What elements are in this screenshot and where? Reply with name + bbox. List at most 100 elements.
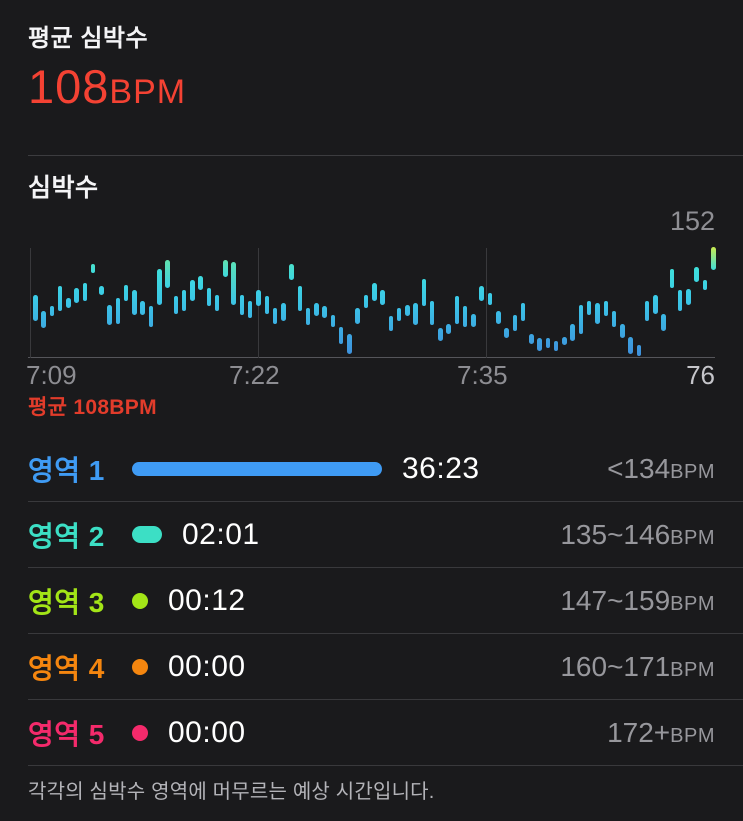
- chart-bar: [347, 333, 352, 355]
- chart-bar: [173, 296, 179, 314]
- chart-bar: [380, 290, 385, 305]
- chart-y-max-label: 152: [669, 206, 715, 236]
- zone-bpm-range-value: 172+: [607, 716, 671, 748]
- chart-bar: [545, 338, 551, 349]
- chart-bar: [231, 261, 236, 305]
- chart-bar: [711, 247, 716, 271]
- average-heart-rate-unit: BPM: [109, 73, 187, 111]
- chart-bar: [74, 287, 79, 304]
- chart-bar: [595, 303, 600, 324]
- zone-name: 영역 3: [28, 586, 105, 618]
- chart-bar: [239, 294, 245, 316]
- zone-duration-bar-indicator: [132, 461, 382, 476]
- chart-bar: [165, 260, 170, 288]
- chart-bar: [223, 260, 228, 278]
- chart-bar: [305, 307, 311, 326]
- zone-bpm-range-value: 160~171: [560, 650, 671, 682]
- zone-bpm-range-value: 147~159: [560, 584, 671, 616]
- chart-bar: [562, 336, 567, 346]
- zone-name: 영역 5: [28, 718, 105, 750]
- zone-duration-dot-indicator: [132, 724, 148, 741]
- zone-row-5: 영역 5 00:00 172+BPM: [28, 700, 743, 766]
- chart-bar: [677, 290, 683, 311]
- zone-bpm-range: 135~146BPM: [560, 519, 715, 551]
- chart-bar: [520, 303, 526, 321]
- chart-gridline-3: [486, 248, 487, 358]
- chart-bar: [496, 310, 501, 324]
- zone-row-1: 영역 1 36:23 <134BPM: [28, 436, 743, 502]
- zone-duration: 00:12: [168, 583, 246, 617]
- zone-bpm-range: 147~159BPM: [560, 585, 715, 617]
- average-heart-rate-value-row: 108BPM: [28, 63, 715, 110]
- chart-bar: [181, 290, 187, 311]
- chart-bar: [504, 328, 509, 339]
- zone-name: 영역 1: [28, 454, 105, 486]
- chart-bar: [123, 284, 129, 301]
- chart-bar: [355, 307, 360, 324]
- chart-bar: [661, 313, 666, 331]
- zone-duration: 00:00: [168, 715, 246, 749]
- zone-row-3: 영역 3 00:12 147~159BPM: [28, 568, 743, 634]
- x-tick-label-1: 7:09: [26, 360, 77, 390]
- chart-bar: [570, 323, 575, 342]
- chart-bar: [107, 304, 112, 326]
- chart-bar: [140, 300, 145, 316]
- chart-bar: [413, 303, 418, 326]
- chart-bar: [471, 313, 476, 327]
- chart-bar: [620, 323, 625, 339]
- chart-bar: [289, 264, 294, 281]
- chart-bar: [132, 290, 137, 316]
- zone-duration: 36:23: [402, 451, 480, 485]
- zone-row-4: 영역 4 00:00 160~171BPM: [28, 634, 743, 700]
- zone-duration-pill-indicator: [132, 526, 162, 543]
- chart-bar: [388, 316, 394, 331]
- chart-bar: [297, 286, 303, 311]
- chart-bar: [99, 286, 104, 295]
- chart-bar: [338, 326, 344, 344]
- x-tick-label-3: 7:35: [457, 360, 508, 390]
- chart-bar: [537, 338, 542, 352]
- chart-bar: [462, 306, 468, 327]
- zone-bpm-range-unit: BPM: [670, 724, 715, 747]
- chart-x-axis: 7:09 7:22 7:35 76: [26, 360, 715, 390]
- chart-bar: [421, 278, 427, 307]
- chart-bar: [669, 268, 675, 288]
- chart-bar: [653, 294, 658, 314]
- zone-row-2: 영역 2 02:01 135~146BPM: [28, 502, 743, 568]
- chart-bar: [512, 315, 518, 331]
- chart-bar: [148, 306, 154, 327]
- chart-bar: [454, 296, 460, 324]
- chart-bar: [322, 306, 327, 318]
- chart-bar: [214, 294, 220, 311]
- zone-duration-dot-indicator: [132, 592, 148, 609]
- chart-bar: [90, 264, 96, 274]
- chart-bar: [405, 304, 410, 317]
- chart-bar: [611, 310, 617, 327]
- chart-bar: [247, 300, 253, 318]
- section-divider: [28, 155, 743, 156]
- chart-bar: [578, 304, 584, 334]
- chart-bar: [702, 280, 708, 291]
- zone-bpm-range-unit: BPM: [670, 658, 715, 681]
- zone-duration: 02:01: [182, 517, 260, 551]
- heart-rate-chart-plot[interactable]: [28, 247, 716, 358]
- chart-bar: [446, 323, 451, 334]
- zone-bpm-range: 172+BPM: [607, 717, 715, 749]
- zone-bpm-range: 160~171BPM: [560, 651, 715, 683]
- chart-bar: [272, 307, 278, 324]
- zone-name: 영역 4: [28, 652, 105, 684]
- x-tick-label-2: 7:22: [229, 360, 280, 390]
- chart-bar: [330, 315, 336, 327]
- average-annotation: 평균 108BPM: [28, 396, 157, 419]
- zones-footer-caption: 각각의 심박수 영역에 머무르는 예상 시간입니다.: [28, 781, 435, 803]
- zone-duration-dot-indicator: [132, 658, 148, 675]
- chart-bar: [281, 303, 286, 321]
- chart-bar: [49, 306, 55, 317]
- chart-y-min-label: 76: [686, 360, 715, 390]
- zone-duration: 00:00: [168, 649, 246, 683]
- chart-bar: [314, 303, 319, 317]
- chart-bar: [66, 297, 71, 308]
- chart-bar: [57, 286, 63, 311]
